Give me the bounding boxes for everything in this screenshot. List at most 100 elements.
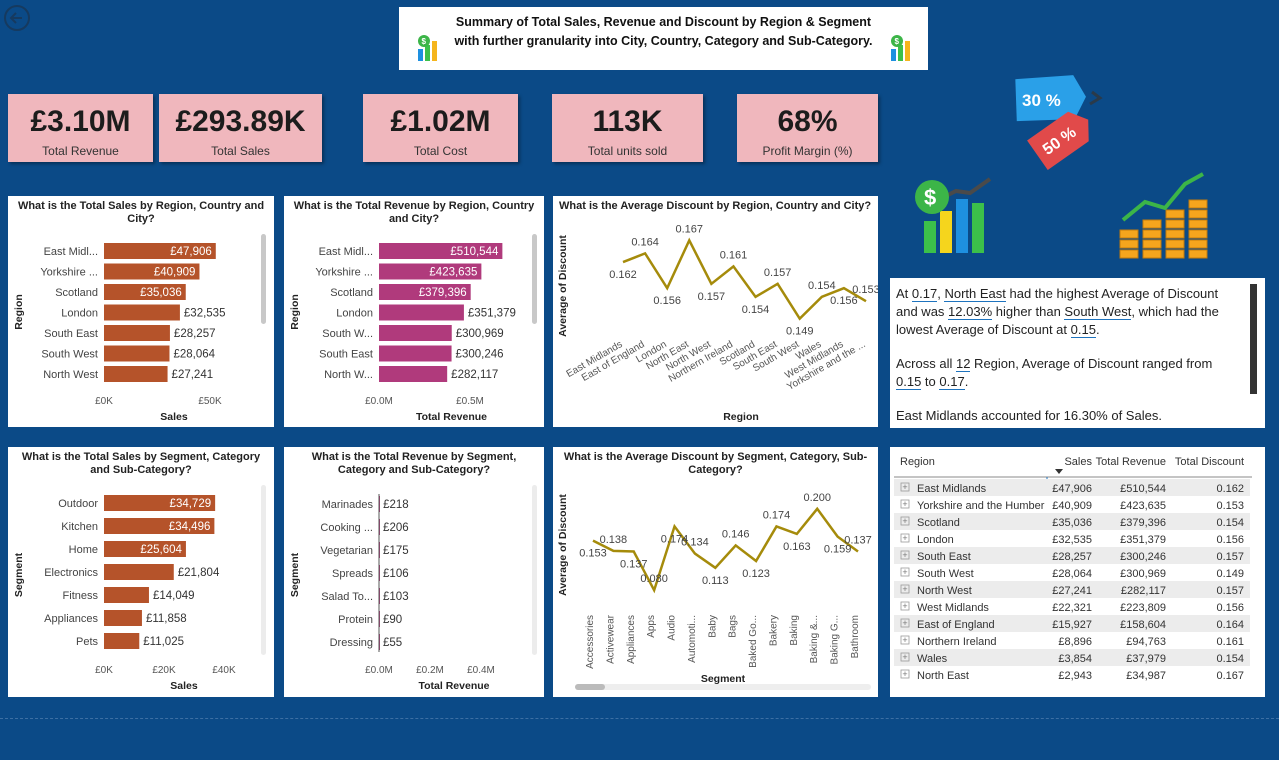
column-header: Region [900,456,935,468]
category-label: Apps [646,615,657,638]
scrollbar[interactable] [1250,284,1257,394]
category-label: Marinades [322,499,374,511]
table-cell: Yorkshire and the Humber [917,500,1045,512]
data-label: 0.159 [824,544,852,556]
narrative-highlight[interactable]: 0.17 [911,286,938,302]
narrative-highlight[interactable]: 0.15 [896,374,922,390]
kpi-value: 113K [592,105,663,138]
data-label: £28,257 [174,328,216,340]
kpi-label: Total Sales [211,144,270,158]
category-label: Outdoor [58,498,98,510]
category-label: Activewear [605,614,616,664]
bar [104,243,216,259]
table-cell: 0.154 [1216,517,1244,529]
data-label: 0.200 [803,492,831,504]
scrollbar[interactable] [261,485,266,655]
table-cell: £282,117 [1121,585,1166,597]
table-cell: £379,396 [1120,517,1166,529]
data-label: £423,635 [429,267,477,279]
table-cell: Wales [917,653,948,665]
data-label: £106 [383,568,409,580]
data-label: 0.174 [763,509,791,521]
x-tick-label: £50K [198,396,222,407]
table-cell: £32,535 [1052,534,1092,546]
chart-title: What is the Total Revenue by Segment, Ca… [311,451,517,476]
table-cell: 0.167 [1216,670,1244,682]
table-cell: East of England [917,619,995,631]
data-label: £32,535 [184,308,226,320]
x-tick-label: £0.5M [456,396,484,407]
y-axis-title: Average of Discount [557,494,569,596]
table-row [894,581,1250,598]
category-label: Home [69,544,98,556]
table-cell: £37,979 [1126,653,1166,665]
data-label: 0.137 [620,559,648,571]
narrative-highlight[interactable]: 0.17 [939,374,965,390]
scrollbar-thumb[interactable] [575,684,605,690]
x-tick-label: £20K [152,665,176,676]
category-label: Baking G... [830,615,841,664]
expand-plus: + [902,635,907,645]
data-label: £47,906 [170,246,212,258]
chart-revenue-by-segment-panel: What is the Total Revenue by Segment, Ca… [284,447,544,697]
chart-title: What is the Average Discount by Segment,… [563,451,868,476]
narrative-highlight[interactable]: 0.15 [1070,322,1096,338]
arrow-left-icon [9,12,22,24]
table-row [894,496,1250,513]
table-row [894,649,1250,666]
category-label: Baking [789,615,800,646]
table-cell: West Midlands [917,602,989,614]
narrative-highlight[interactable]: North East [944,286,1006,302]
category-label: Vegetarian [320,545,373,557]
category-label: Pets [76,636,99,648]
data-label: £25,604 [140,544,182,556]
category-label: Scotland [330,287,373,299]
category-label: Baking &... [809,615,820,663]
bar [379,263,482,280]
expand-icon [900,550,910,560]
narrative-highlight[interactable]: 12.03% [948,304,993,320]
narrative-highlight[interactable]: South West [1064,304,1132,320]
y-axis-title: Segment [13,552,25,597]
coins-growth-icon [1119,172,1208,259]
data-label: 0.167 [676,223,704,235]
back-button[interactable] [4,5,30,31]
money-chart-icon: $ [915,177,992,253]
scrollbar[interactable] [261,234,266,324]
expand-icon [900,499,910,509]
data-label: 0.137 [844,535,872,547]
revenue-by-segment-chart: Marinades £218 Cooking ... £206 Vegetarian £1… [289,494,495,692]
expand-icon [900,652,910,662]
bar [104,495,216,511]
y-axis-title: Region [289,294,301,330]
table-cell: £47,906 [1052,483,1092,495]
x-tick-label: £0K [95,396,113,407]
table-cell: £28,064 [1052,568,1092,580]
scrollbar[interactable] [532,485,537,655]
revenue-by-region-chart: East Midl... £510,544 Yorkshire ... £423,63… [289,243,516,423]
narrative-highlight[interactable]: 12 [955,356,971,372]
kpi-total-revenue: £3.10M Total Revenue [8,94,153,162]
data-label: £34,729 [170,498,212,510]
table-cell: £158,604 [1120,619,1166,631]
narrative-text: higher than [992,304,1065,319]
chart-title: What is the Total Sales by Region, Count… [17,200,265,225]
data-label: £300,969 [456,328,504,340]
data-label: 0.153 [852,284,878,296]
category-label: South W... [322,328,373,340]
table-row [894,598,1250,615]
x-tick-label: £0.2M [416,665,444,676]
table-cell: 0.162 [1216,483,1244,495]
scrollbar[interactable] [532,234,537,324]
chart-sales-by-segment-panel: What is the Total Sales by Segment, Cate… [8,447,274,697]
category-label: Salad To... [321,591,373,603]
category-label: Baby [707,615,718,638]
smart-narrative: At 0.17, North East had the highest Aver… [890,278,1265,428]
data-label: £55 [383,637,402,649]
expand-icon [900,669,910,679]
table-cell: £8,896 [1058,636,1092,648]
bar [104,284,186,300]
report-title-text: Summary of Total Sales, Revenue and Disc… [454,15,873,48]
discount-tag-30: 30 % [1022,91,1061,110]
horizontal-scrollbar[interactable] [575,684,871,690]
